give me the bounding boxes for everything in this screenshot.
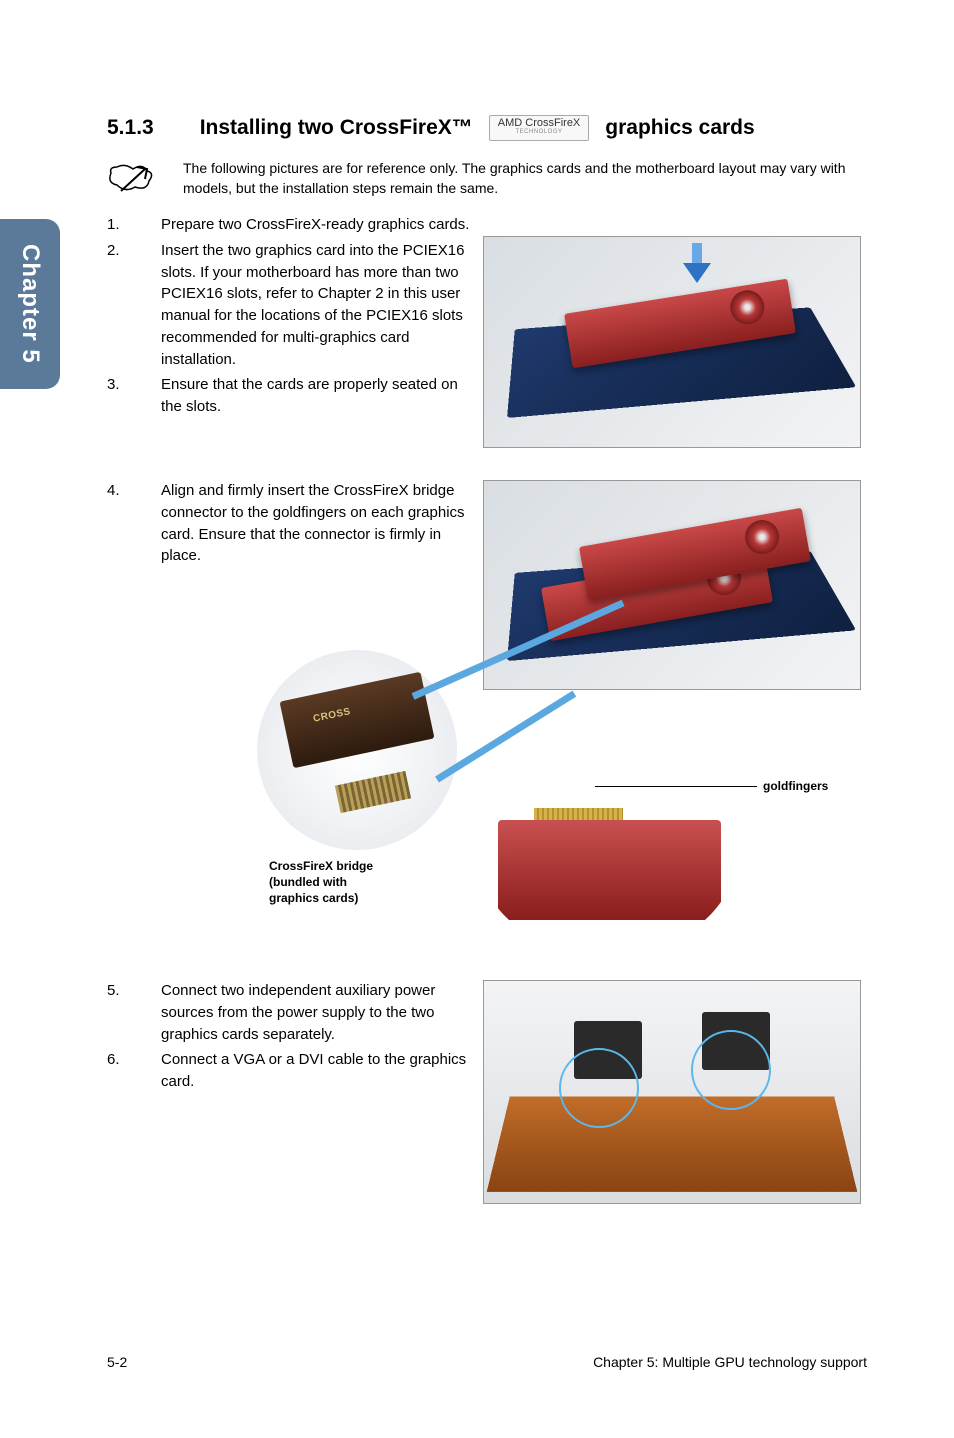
step-4-text: Align and firmly insert the CrossFireX b… [161,480,471,567]
insert-arrow-icon [683,243,711,283]
install-image-1 [483,236,861,448]
steps-block-2: 4. Align and firmly insert the CrossFire… [107,480,867,960]
step-6-text: Connect a VGA or a DVI cable to the grap… [161,1049,471,1093]
step-3-number: 3. [107,374,131,418]
page-content: 5.1.3 Installing two CrossFireX™ AMD Cro… [107,115,867,1210]
footer-chapter-title: Chapter 5: Multiple GPU technology suppo… [593,1354,867,1370]
bridge-connector-image: CROSS [257,650,457,850]
note-row: The following pictures are for reference… [107,159,867,200]
crossfirex-badge: AMD CrossFireX TECHNOLOGY [489,115,590,141]
step-2-number: 2. [107,240,131,371]
steps-block-3: 5. Connect two independent auxiliary pow… [107,980,867,1210]
goldfingers-leader-line [595,786,757,787]
section-heading: 5.1.3 Installing two CrossFireX™ AMD Cro… [107,115,867,141]
chapter-sidebar-tab: Chapter 5 [0,219,60,389]
bridge-caption: CrossFireX bridge (bundled with graphics… [269,858,373,907]
install-image-3 [483,980,861,1204]
section-title-suffix: graphics cards [605,116,754,140]
steps-block-1: 1. Prepare two CrossFireX-ready graphics… [107,214,867,444]
power-connector-ring-2 [691,1030,771,1110]
step-5-number: 5. [107,980,131,1045]
install-image-2 [483,480,861,690]
step-4-number: 4. [107,480,131,567]
chapter-sidebar-label: Chapter 5 [16,244,44,364]
step-2-text: Insert the two graphics card into the PC… [161,240,471,371]
section-number: 5.1.3 [107,116,154,140]
step-1-number: 1. [107,214,131,236]
goldfingers-label: goldfingers [763,779,828,793]
badge-sub-text: TECHNOLOGY [498,129,581,135]
step-1: 1. Prepare two CrossFireX-ready graphics… [107,214,867,236]
step-5-text: Connect two independent auxiliary power … [161,980,471,1045]
page-footer: 5-2 Chapter 5: Multiple GPU technology s… [107,1354,867,1370]
badge-main-text: AMD CrossFireX [498,117,581,129]
footer-page-number: 5-2 [107,1354,127,1370]
step-6-number: 6. [107,1049,131,1093]
step-1-text: Prepare two CrossFireX-ready graphics ca… [161,214,867,236]
note-text: The following pictures are for reference… [183,159,867,198]
section-title-prefix: Installing two CrossFireX™ [200,116,473,140]
note-icon [107,161,155,200]
step-3-text: Ensure that the cards are properly seate… [161,374,471,418]
goldfingers-image [477,752,737,952]
power-connector-ring-1 [559,1048,639,1128]
